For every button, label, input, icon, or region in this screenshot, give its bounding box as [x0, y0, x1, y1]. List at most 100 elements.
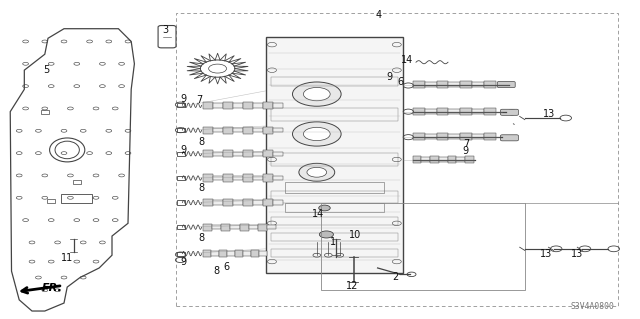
Bar	[177, 201, 186, 205]
Circle shape	[299, 163, 335, 181]
Text: 2: 2	[392, 271, 399, 282]
Bar	[213, 128, 223, 132]
Bar	[243, 102, 253, 109]
Circle shape	[319, 231, 333, 238]
Bar	[233, 152, 243, 156]
Bar	[413, 81, 425, 88]
Bar	[266, 37, 403, 273]
Bar	[211, 251, 219, 256]
Bar	[243, 127, 253, 134]
Bar	[223, 127, 233, 134]
Bar	[271, 217, 398, 225]
Bar	[436, 81, 449, 88]
Bar	[227, 251, 235, 256]
Bar	[449, 109, 460, 114]
Text: 6: 6	[397, 77, 404, 87]
Circle shape	[292, 82, 341, 106]
Bar	[243, 150, 253, 157]
Bar	[413, 108, 425, 115]
Bar	[253, 176, 263, 180]
Text: 7: 7	[196, 95, 202, 105]
Circle shape	[303, 87, 330, 101]
Bar	[460, 108, 472, 115]
Bar	[413, 133, 425, 140]
Text: 10: 10	[349, 230, 362, 241]
Bar	[240, 224, 249, 231]
Bar	[41, 110, 49, 114]
Bar	[176, 13, 618, 306]
Bar	[263, 199, 273, 206]
Bar	[430, 156, 439, 163]
Bar	[422, 157, 430, 162]
Bar	[212, 225, 221, 229]
Bar	[203, 250, 211, 257]
Bar	[219, 250, 227, 257]
Text: 9: 9	[180, 257, 186, 267]
Bar	[213, 200, 223, 205]
Bar	[223, 199, 233, 206]
Text: 9: 9	[386, 72, 392, 82]
Bar	[253, 103, 263, 108]
Bar	[233, 128, 243, 132]
Bar	[285, 182, 384, 193]
Text: FR.: FR.	[42, 283, 62, 293]
Bar	[223, 174, 233, 182]
Text: 12: 12	[346, 280, 358, 291]
Bar	[425, 82, 436, 87]
Text: 9: 9	[180, 94, 186, 104]
Circle shape	[319, 205, 330, 211]
Bar	[460, 81, 472, 88]
Bar	[203, 199, 213, 206]
Bar	[230, 225, 240, 229]
Bar	[472, 134, 484, 139]
Bar	[484, 81, 496, 88]
Bar	[263, 102, 273, 109]
Text: 11: 11	[61, 253, 74, 263]
Bar	[233, 176, 243, 180]
Bar	[243, 251, 251, 256]
Text: 13: 13	[540, 249, 553, 259]
Bar	[177, 176, 186, 180]
Bar	[221, 224, 230, 231]
Bar	[271, 233, 398, 241]
Bar	[273, 103, 283, 108]
Text: 8: 8	[198, 233, 205, 243]
Bar	[439, 157, 447, 162]
Text: 6: 6	[223, 262, 230, 272]
Bar	[273, 128, 283, 132]
Bar	[263, 150, 273, 157]
Text: 8: 8	[198, 183, 205, 193]
Bar	[253, 152, 263, 156]
Circle shape	[292, 122, 341, 146]
Text: 8: 8	[198, 137, 205, 147]
Bar	[177, 128, 186, 132]
Bar	[449, 82, 460, 87]
Text: 13: 13	[571, 249, 584, 259]
Text: 4: 4	[376, 10, 382, 20]
Bar	[436, 108, 449, 115]
Bar	[447, 156, 456, 163]
Bar	[271, 77, 398, 86]
Bar	[243, 199, 253, 206]
Text: 13: 13	[543, 109, 556, 119]
Text: 5: 5	[44, 65, 50, 75]
Bar	[203, 174, 213, 182]
Bar	[177, 103, 186, 107]
Bar	[249, 225, 258, 229]
Bar	[258, 224, 268, 231]
Bar	[273, 200, 283, 205]
Bar	[273, 152, 283, 156]
Bar	[425, 109, 436, 114]
Bar	[271, 191, 398, 203]
Bar	[235, 250, 243, 257]
FancyBboxPatch shape	[500, 109, 518, 115]
FancyBboxPatch shape	[500, 135, 518, 141]
Text: 14: 14	[312, 209, 324, 219]
Bar	[271, 249, 398, 257]
Text: 7: 7	[463, 139, 469, 149]
Bar	[177, 251, 186, 256]
Bar	[271, 153, 398, 166]
Bar	[223, 150, 233, 157]
Bar	[285, 203, 384, 212]
Bar	[449, 134, 460, 139]
